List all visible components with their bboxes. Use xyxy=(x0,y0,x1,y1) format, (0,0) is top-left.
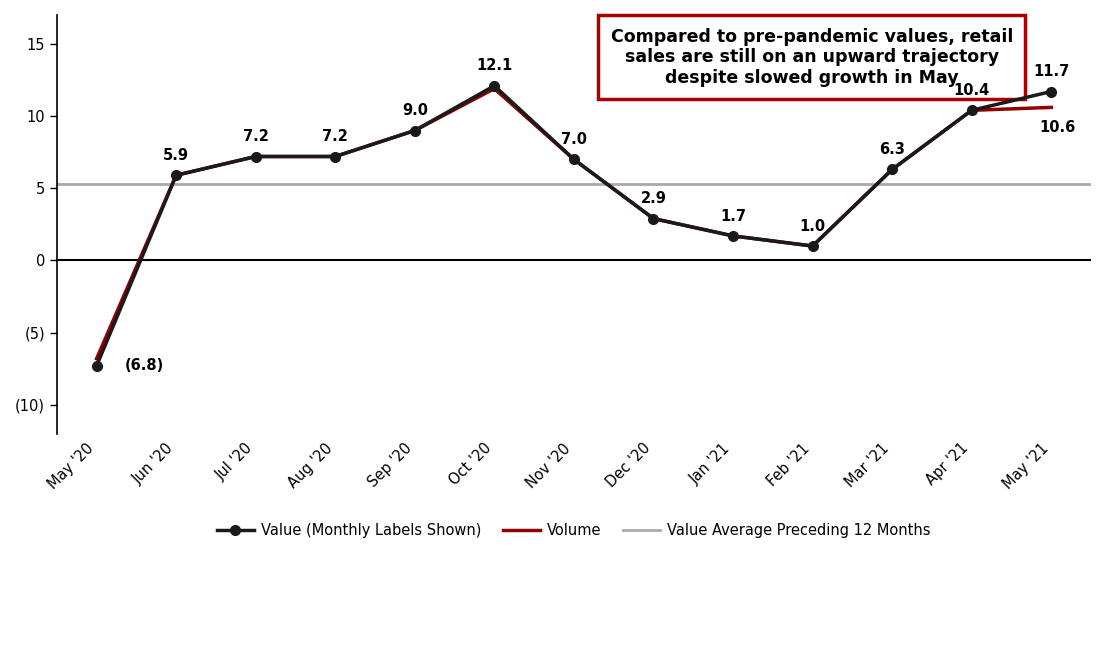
Text: 6.3: 6.3 xyxy=(879,143,905,157)
Text: 1.0: 1.0 xyxy=(800,219,825,233)
Text: 10.4: 10.4 xyxy=(953,83,990,98)
Text: 7.2: 7.2 xyxy=(242,129,269,144)
Text: 7.0: 7.0 xyxy=(561,132,587,147)
Text: 2.9: 2.9 xyxy=(640,192,667,206)
Text: 12.1: 12.1 xyxy=(477,59,512,74)
Text: (6.8): (6.8) xyxy=(125,359,164,373)
Text: Compared to pre-pandemic values, retail
sales are still on an upward trajectory
: Compared to pre-pandemic values, retail … xyxy=(611,28,1013,87)
Text: 5.9: 5.9 xyxy=(164,148,189,163)
Legend: Value (Monthly Labels Shown), Volume, Value Average Preceding 12 Months: Value (Monthly Labels Shown), Volume, Va… xyxy=(211,517,937,544)
Text: 7.2: 7.2 xyxy=(322,129,348,144)
Text: 11.7: 11.7 xyxy=(1033,64,1070,79)
Text: 10.6: 10.6 xyxy=(1040,121,1076,135)
Text: 1.7: 1.7 xyxy=(720,208,747,224)
Text: 9.0: 9.0 xyxy=(401,103,428,118)
